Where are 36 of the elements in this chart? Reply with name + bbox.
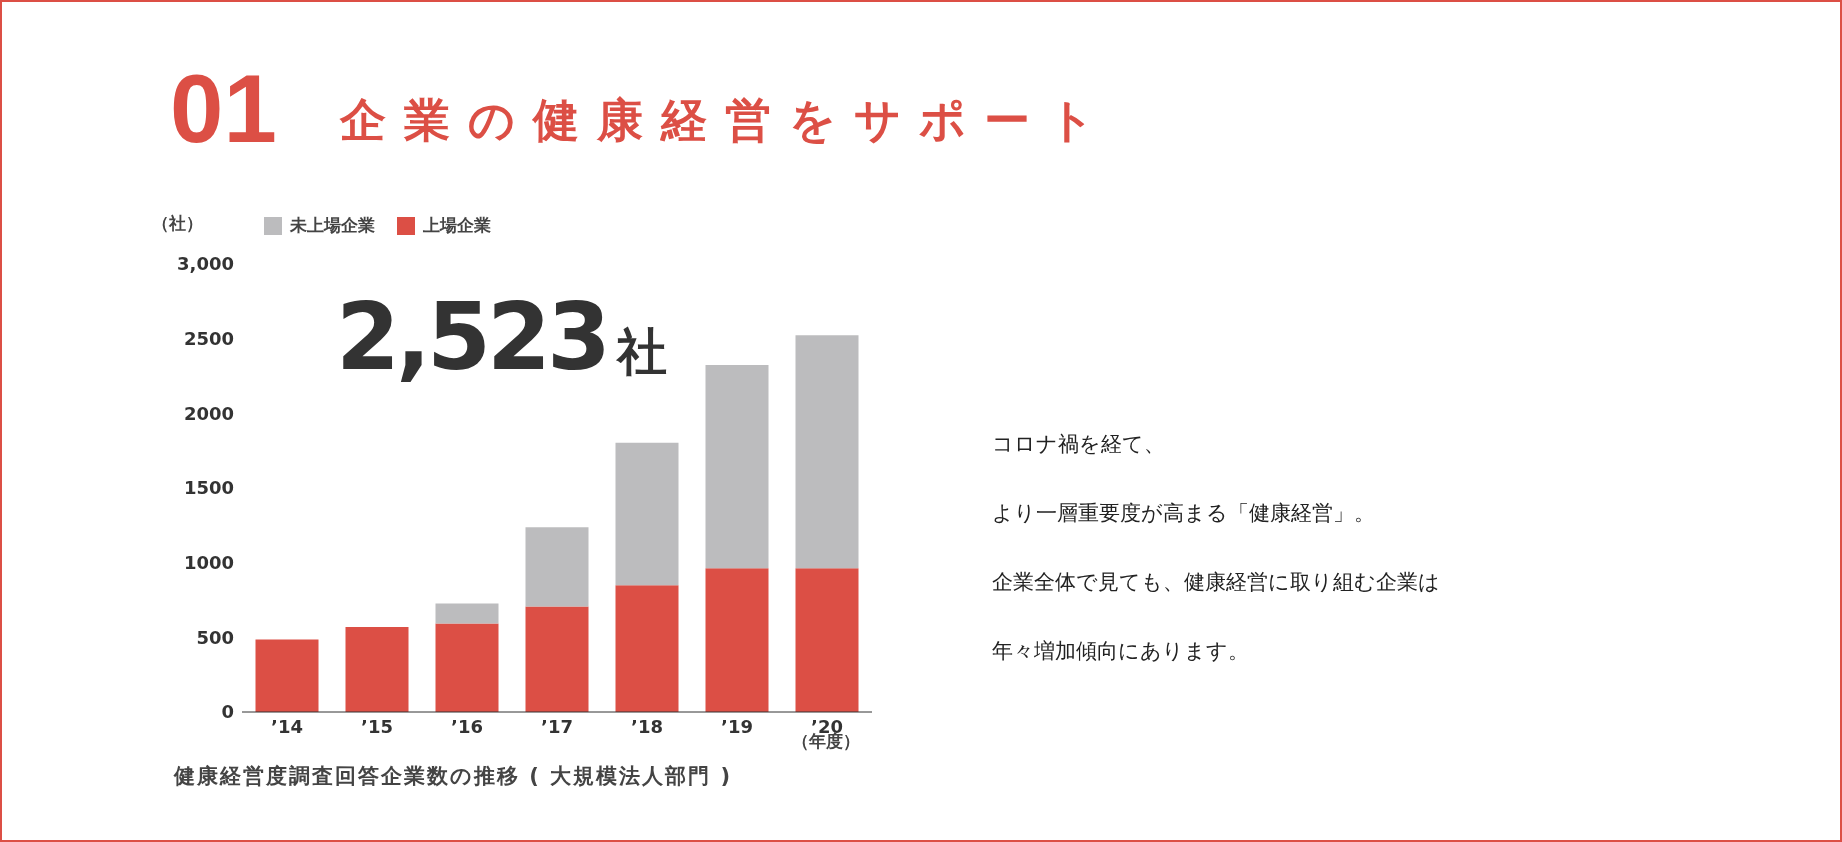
bar <box>615 585 679 712</box>
x-tick-label: ’16 <box>451 715 483 737</box>
y-axis-title: （社） <box>152 212 203 235</box>
bar <box>255 639 319 712</box>
annotation: 2,523社 <box>336 284 668 391</box>
x-tick-label: ’15 <box>361 715 393 737</box>
y-tick-label: 0 <box>221 701 234 723</box>
legend-label: 上場企業 <box>423 214 491 237</box>
text: 企業全体で見ても、健康経営に取り組む企業は <box>992 569 1440 596</box>
y-tick-label: 2500 <box>183 328 234 350</box>
bar <box>795 335 859 569</box>
text: 健康経営度調査回答企業数の推移 ( 大規模法人部門 ) <box>174 763 733 790</box>
bar <box>705 364 769 569</box>
x-tick-label: ’19 <box>721 715 753 737</box>
text: より一層重要度が高まる「健康経営」。 <box>992 500 1376 527</box>
x-tick-label: ’18 <box>631 715 663 737</box>
y-tick-label: 2000 <box>183 402 234 424</box>
legend-label: 未上場企業 <box>290 214 375 237</box>
bar <box>795 568 859 712</box>
bar <box>435 603 499 624</box>
bar <box>705 568 769 712</box>
x-tick-label: ’14 <box>271 715 303 737</box>
text: 年々増加傾向にあります。 <box>992 638 1250 665</box>
bar <box>525 606 589 712</box>
x-tick-label: ’17 <box>541 715 573 737</box>
bar <box>525 527 589 607</box>
y-tick-label: 1000 <box>183 552 234 574</box>
bar <box>435 623 499 712</box>
text: 01 <box>170 54 277 164</box>
y-tick-label: 1500 <box>183 477 234 499</box>
y-tick-label: 3,000 <box>177 253 234 275</box>
y-tick-label: 500 <box>196 626 234 648</box>
bar <box>345 627 409 712</box>
chart-title: 企業の健康経営をサポート <box>340 92 1113 149</box>
text: コロナ禍を経て、 <box>992 431 1166 458</box>
bar <box>615 442 679 586</box>
